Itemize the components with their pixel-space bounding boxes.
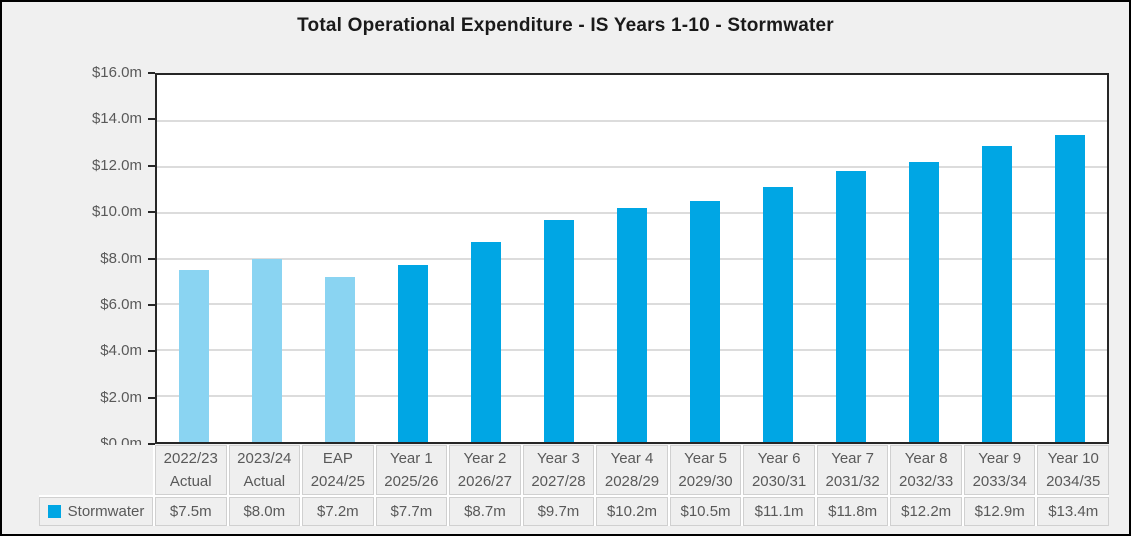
bar-slot	[1034, 75, 1107, 442]
y-axis-label: $16.0m	[91, 64, 142, 81]
y-axis-tick	[148, 396, 155, 399]
category-label: 2022/23 Actual	[155, 445, 227, 495]
bar-slot	[522, 75, 595, 442]
y-axis-tick	[148, 164, 155, 167]
y-axis-label: $8.0m	[100, 249, 142, 267]
bar-stormwater-9[interactable]	[836, 171, 867, 442]
y-axis-label: $4.0m	[100, 342, 142, 360]
y-axis-label: $10.0m	[91, 203, 142, 221]
bar-slot	[742, 75, 815, 442]
value-cell: $8.7m	[449, 497, 521, 526]
y-axis-tick	[148, 350, 155, 353]
value-cell: $11.8m	[816, 497, 889, 526]
bar-slot	[230, 75, 303, 442]
legend-swatch-icon	[47, 505, 61, 518]
category-label: Year 1 2025/26	[375, 445, 448, 495]
value-cell: $7.7m	[375, 497, 448, 526]
bar-stormwater-11[interactable]	[982, 146, 1013, 442]
legend-label: Stormwater	[67, 503, 145, 520]
y-axis-tick	[148, 72, 155, 74]
bar-stormwater-4[interactable]	[470, 242, 501, 442]
y-axis-label: $2.0m	[100, 388, 142, 406]
bar-slot	[815, 75, 888, 442]
y-axis-label: $6.0m	[100, 295, 142, 313]
y-axis: $16.0m $14.0m $12.0m $10.0m $8.0m $6.0m $4.0m $…	[2, 64, 155, 452]
category-label: Year 3 2027/28	[522, 445, 595, 495]
bar-slot	[303, 75, 376, 442]
y-axis-label: $12.0m	[91, 156, 142, 174]
value-cell: $11.1m	[743, 497, 815, 526]
bar-stormwater-12[interactable]	[1055, 134, 1086, 442]
y-axis-tick	[148, 257, 155, 260]
table-corner-spacer	[39, 445, 153, 495]
category-label: Year 5 2029/30	[669, 445, 742, 495]
bar-slot	[376, 75, 449, 442]
category-label: Year 4 2028/29	[596, 445, 668, 495]
value-cell: $9.7m	[522, 497, 595, 526]
bar-slot	[961, 75, 1034, 442]
value-cell: $7.5m	[155, 497, 227, 526]
chart-title: Total Operational Expenditure - IS Years…	[297, 15, 834, 36]
category-label: Year 10 2034/35	[1037, 445, 1109, 495]
bar-stormwater-6[interactable]	[617, 208, 647, 442]
bar-stormwater-1[interactable]	[251, 258, 282, 442]
value-cell: $10.5m	[669, 497, 742, 526]
bar-stormwater-3[interactable]	[397, 265, 428, 442]
category-label: Year 6 2030/31	[743, 445, 815, 495]
data-table: 2022/23 Actual 2023/24 Actual EAP 2024/25 Year…	[39, 445, 1109, 526]
category-label: Year 8 2032/33	[890, 445, 962, 495]
value-cell: $10.2m	[596, 497, 668, 526]
category-label: Year 2 2026/27	[449, 445, 521, 495]
bar-stormwater-8[interactable]	[763, 187, 794, 442]
gridline	[157, 119, 1107, 122]
bar-stormwater-5[interactable]	[543, 219, 574, 442]
plot-area	[155, 73, 1109, 444]
bar-slot	[595, 75, 668, 442]
value-cell: $12.2m	[890, 497, 962, 526]
category-label: 2023/24 Actual	[228, 445, 301, 495]
bar-stormwater-0[interactable]	[178, 269, 209, 442]
y-axis-tick	[148, 443, 155, 445]
bar-stormwater-7[interactable]	[690, 201, 721, 442]
bar-slot	[157, 75, 230, 442]
bar-slot	[449, 75, 522, 442]
y-axis-label: $14.0m	[91, 110, 142, 128]
y-axis-tick	[148, 211, 155, 214]
bar-stormwater-10[interactable]	[909, 162, 940, 442]
value-cell: $7.2m	[302, 497, 374, 526]
bar-slot	[888, 75, 961, 442]
bars-container	[157, 75, 1107, 442]
value-cell: $13.4m	[1037, 497, 1109, 526]
value-cell: $12.9m	[963, 497, 1036, 526]
bar-slot	[669, 75, 742, 442]
category-label: Year 9 2033/34	[963, 445, 1036, 495]
y-axis-tick	[148, 118, 155, 121]
category-label: Year 7 2031/32	[816, 445, 889, 495]
gridline	[157, 165, 1107, 168]
value-cell: $8.0m	[228, 497, 301, 526]
legend-item-stormwater[interactable]: Stormwater	[39, 497, 153, 526]
category-label: EAP 2024/25	[302, 445, 374, 495]
y-axis-tick	[148, 303, 155, 306]
bar-stormwater-2[interactable]	[324, 276, 355, 442]
